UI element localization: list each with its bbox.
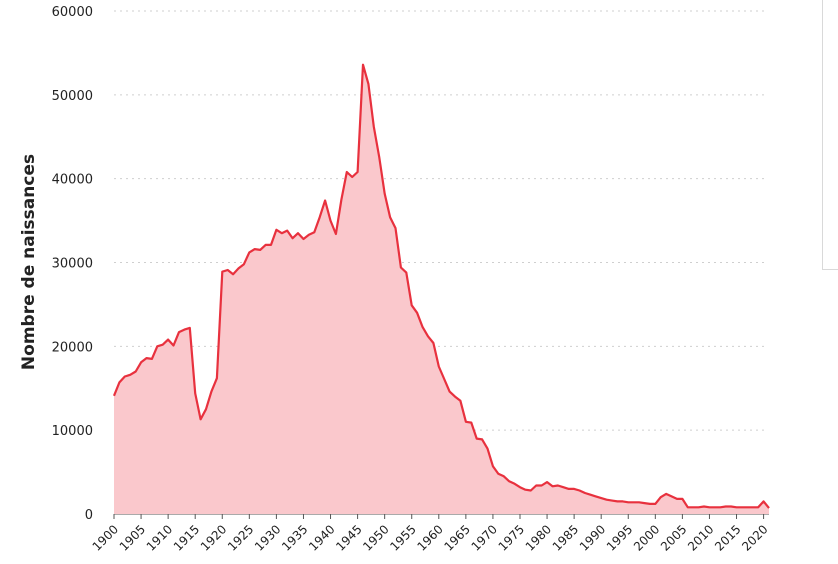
x-tick-label: 2010 (685, 522, 716, 553)
x-tick-label: 1940 (306, 522, 337, 553)
x-tick-label: 1925 (225, 522, 256, 553)
x-tick-label: 1900 (90, 522, 121, 553)
y-tick-label: 40000 (52, 173, 93, 188)
x-tick-label: 2020 (739, 522, 770, 553)
x-tick-label: 1915 (171, 522, 202, 553)
y-tick-label: 10000 (52, 424, 93, 439)
data-area (112, 63, 770, 514)
x-tick-label: 2000 (631, 522, 662, 553)
y-tick-label: 20000 (52, 340, 93, 355)
y-tick-label: 60000 (52, 5, 93, 20)
x-tick-label: 1935 (279, 522, 310, 553)
y-tick-label: 0 (85, 508, 93, 523)
series-line (112, 63, 770, 509)
x-tick-label: 1980 (523, 522, 554, 553)
series-area-fill (114, 64, 769, 514)
x-tick-label: 1920 (198, 522, 229, 553)
x-tick-label: 1995 (604, 522, 635, 553)
x-tick-label: 1910 (144, 522, 175, 553)
side-panel-edge (822, 0, 838, 270)
y-tick-label: 50000 (52, 89, 93, 104)
x-tick-label: 1960 (414, 522, 445, 553)
y-tick-label: 30000 (52, 257, 93, 272)
x-tick-label: 1970 (469, 522, 500, 553)
x-tick-label: 1955 (387, 522, 418, 553)
x-axis-ticks: 1900190519101915192019251930193519401945… (90, 514, 771, 554)
x-tick-label: 1945 (333, 522, 364, 553)
x-tick-label: 1965 (441, 522, 472, 553)
x-tick-label: 1975 (496, 522, 527, 553)
x-tick-label: 1905 (117, 522, 148, 553)
x-tick-label: 1950 (360, 522, 391, 553)
x-tick-label: 1930 (252, 522, 283, 553)
y-axis-label: Nombre de naissances (19, 154, 39, 370)
x-tick-label: 1985 (550, 522, 581, 553)
x-tick-label: 2015 (712, 522, 743, 553)
y-axis-ticks: 0 10000 20000 30000 40000 50000 60000 (52, 5, 93, 523)
x-tick-label: 1990 (577, 522, 608, 553)
x-tick-label: 2005 (658, 522, 689, 553)
